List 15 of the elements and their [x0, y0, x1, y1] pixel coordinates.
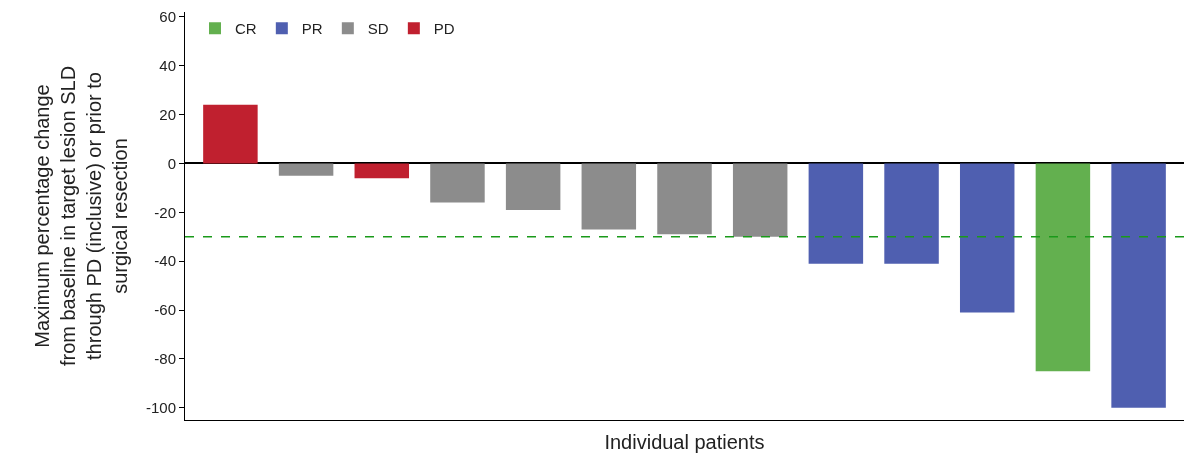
- legend-label: PD: [433, 20, 455, 38]
- x-axis-title: Individual patients: [604, 430, 765, 453]
- y-tick-label: -100: [145, 399, 176, 417]
- y-axis-title: Maximum percentage change from baseline in target lesion SLD through PD (inclusive) or prior to surgical resection: [31, 65, 132, 367]
- y-tick-label: -60: [154, 301, 176, 319]
- y-tick-label: -20: [154, 203, 176, 221]
- legend-label: PR: [301, 20, 323, 38]
- y-tick-label: -40: [154, 252, 176, 270]
- y-tick-label: 0: [167, 154, 176, 172]
- y-tick-label: -80: [154, 350, 176, 368]
- y-tick-label: 60: [159, 8, 176, 26]
- y-tick-label: 40: [159, 57, 176, 74]
- y-tick-label: 20: [159, 105, 176, 123]
- legend-label: SD: [367, 20, 389, 38]
- legend-label: CR: [234, 20, 257, 38]
